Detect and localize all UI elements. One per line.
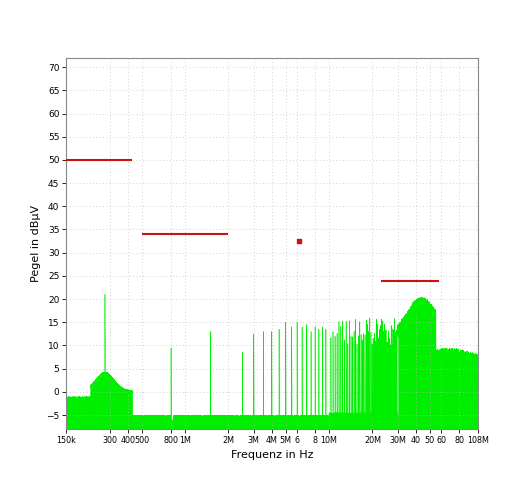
Y-axis label: Pegel in dBμV: Pegel in dBμV [31,205,41,282]
X-axis label: Frequenz in Hz: Frequenz in Hz [231,451,313,460]
